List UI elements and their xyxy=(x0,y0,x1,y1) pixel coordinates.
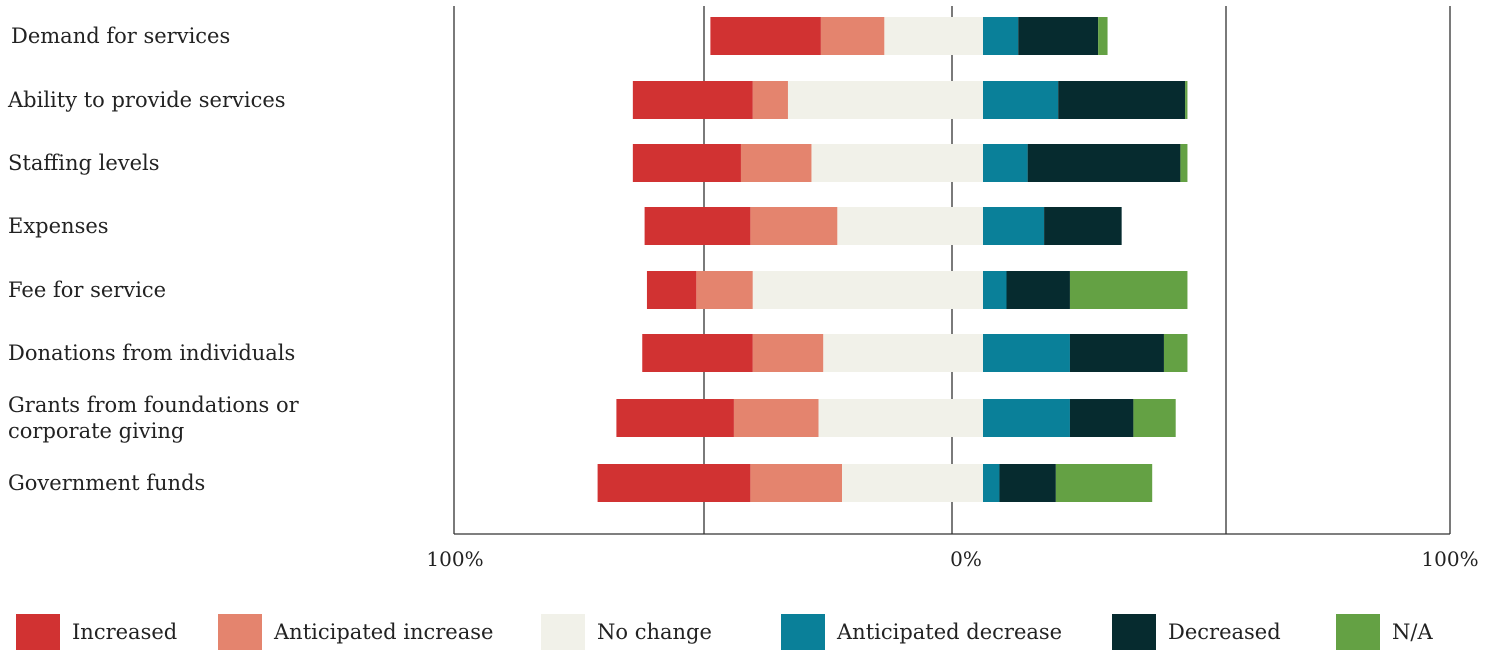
category-label-2-line-0: Staffing levels xyxy=(8,151,160,175)
x-tick-label-2: 100% xyxy=(1421,547,1478,571)
bar-anticipated-decrease-0 xyxy=(983,17,1019,55)
bar-anticipated-decrease-4 xyxy=(983,271,1007,309)
category-label-5: Donations from individuals xyxy=(8,341,295,365)
bar-decreased-3 xyxy=(1044,207,1122,245)
bar-increased-4 xyxy=(646,271,697,309)
chart-legend: Increased Anticipated increase No change… xyxy=(0,612,1494,652)
bar-no-change-0 xyxy=(884,17,983,55)
legend-item-anticipated-decrease: Anticipated decrease xyxy=(781,612,1062,652)
legend-label-anticipated-increase: Anticipated increase xyxy=(274,620,494,644)
bar-decreased-4 xyxy=(1006,271,1070,309)
category-label-7: Government funds xyxy=(8,471,205,495)
bar-increased-7 xyxy=(597,464,751,502)
legend-swatch-decreased xyxy=(1112,614,1156,650)
legend-swatch-na xyxy=(1336,614,1380,650)
category-label-1-line-0: Ability to provide services xyxy=(7,88,286,112)
legend-swatch-increased xyxy=(16,614,60,650)
bar-no-change-4 xyxy=(752,271,983,309)
category-label-6: Grants from foundations or corporate givi… xyxy=(8,393,300,443)
bar-increased-6 xyxy=(616,399,734,437)
bar-no-change-5 xyxy=(823,334,983,372)
x-tick-label-0: 100% xyxy=(426,547,483,571)
bar-decreased-5 xyxy=(1069,334,1164,372)
bar-anticipated-increase-4 xyxy=(696,271,753,309)
bar-increased-3 xyxy=(644,207,751,245)
category-label-1: Ability to provide services xyxy=(7,88,286,112)
category-label-5-line-0: Donations from individuals xyxy=(8,341,295,365)
category-label-2: Staffing levels xyxy=(8,151,160,175)
bar-decreased-6 xyxy=(1069,399,1134,437)
category-label-4-line-0: Fee for service xyxy=(8,278,166,302)
bar-anticipated-decrease-6 xyxy=(983,399,1070,437)
category-label-6-line-1: corporate giving xyxy=(8,419,184,443)
bar-no-change-6 xyxy=(818,399,983,437)
bar-anticipated-increase-7 xyxy=(750,464,842,502)
legend-label-anticipated-decrease: Anticipated decrease xyxy=(837,620,1063,644)
category-label-3-line-0: Expenses xyxy=(8,214,109,238)
legend-swatch-anticipated-increase xyxy=(218,614,262,650)
bar-anticipated-decrease-1 xyxy=(983,81,1059,119)
bar-no-change-7 xyxy=(842,464,983,502)
legend-item-decreased: Decreased xyxy=(1112,612,1281,652)
legend-swatch-anticipated-decrease xyxy=(781,614,825,650)
bar-anticipated-decrease-3 xyxy=(983,207,1045,245)
bar-anticipated-increase-5 xyxy=(752,334,824,372)
category-label-4: Fee for service xyxy=(8,278,166,302)
legend-label-increased: Increased xyxy=(72,620,178,644)
category-label-0-line-0: Demand for services xyxy=(11,24,230,48)
bar-increased-5 xyxy=(642,334,753,372)
bar-anticipated-decrease-5 xyxy=(983,334,1070,372)
x-tick-label-1: 0% xyxy=(950,547,982,571)
legend-label-na: N/A xyxy=(1392,620,1433,644)
legend-item-increased: Increased xyxy=(16,612,177,652)
bar-anticipated-decrease-2 xyxy=(983,144,1028,182)
bar-n-a-6 xyxy=(1133,399,1176,437)
bar-n-a-0 xyxy=(1098,17,1108,55)
legend-swatch-no-change xyxy=(541,614,585,650)
category-label-7-line-0: Government funds xyxy=(8,471,205,495)
bar-n-a-1 xyxy=(1185,81,1188,119)
bar-anticipated-increase-2 xyxy=(740,144,812,182)
bar-anticipated-increase-0 xyxy=(820,17,885,55)
diverging-bar-chart: Demand for services Ability to provide se… xyxy=(7,6,1479,571)
bar-anticipated-decrease-7 xyxy=(983,464,1000,502)
category-label-6-line-0: Grants from foundations or xyxy=(8,393,300,417)
bar-anticipated-increase-3 xyxy=(750,207,838,245)
bar-no-change-3 xyxy=(837,207,983,245)
category-label-0: Demand for services xyxy=(11,24,230,48)
legend-item-no-change: No change xyxy=(541,612,712,652)
legend-label-decreased: Decreased xyxy=(1168,620,1281,644)
bar-n-a-4 xyxy=(1069,271,1188,309)
bar-decreased-0 xyxy=(1018,17,1099,55)
bar-anticipated-increase-1 xyxy=(752,81,788,119)
bar-increased-2 xyxy=(632,144,741,182)
category-label-3: Expenses xyxy=(8,214,109,238)
legend-item-anticipated-increase: Anticipated increase xyxy=(218,612,493,652)
bar-no-change-2 xyxy=(811,144,983,182)
bar-n-a-5 xyxy=(1163,334,1188,372)
bar-decreased-1 xyxy=(1058,81,1186,119)
bar-n-a-7 xyxy=(1055,464,1153,502)
bar-increased-0 xyxy=(710,17,821,55)
bar-decreased-7 xyxy=(999,464,1056,502)
bar-decreased-2 xyxy=(1027,144,1181,182)
bar-increased-1 xyxy=(632,81,753,119)
bar-anticipated-increase-6 xyxy=(733,399,819,437)
bar-no-change-1 xyxy=(787,81,983,119)
legend-label-no-change: No change xyxy=(597,620,712,644)
legend-item-na: N/A xyxy=(1336,612,1433,652)
bar-n-a-2 xyxy=(1180,144,1188,182)
